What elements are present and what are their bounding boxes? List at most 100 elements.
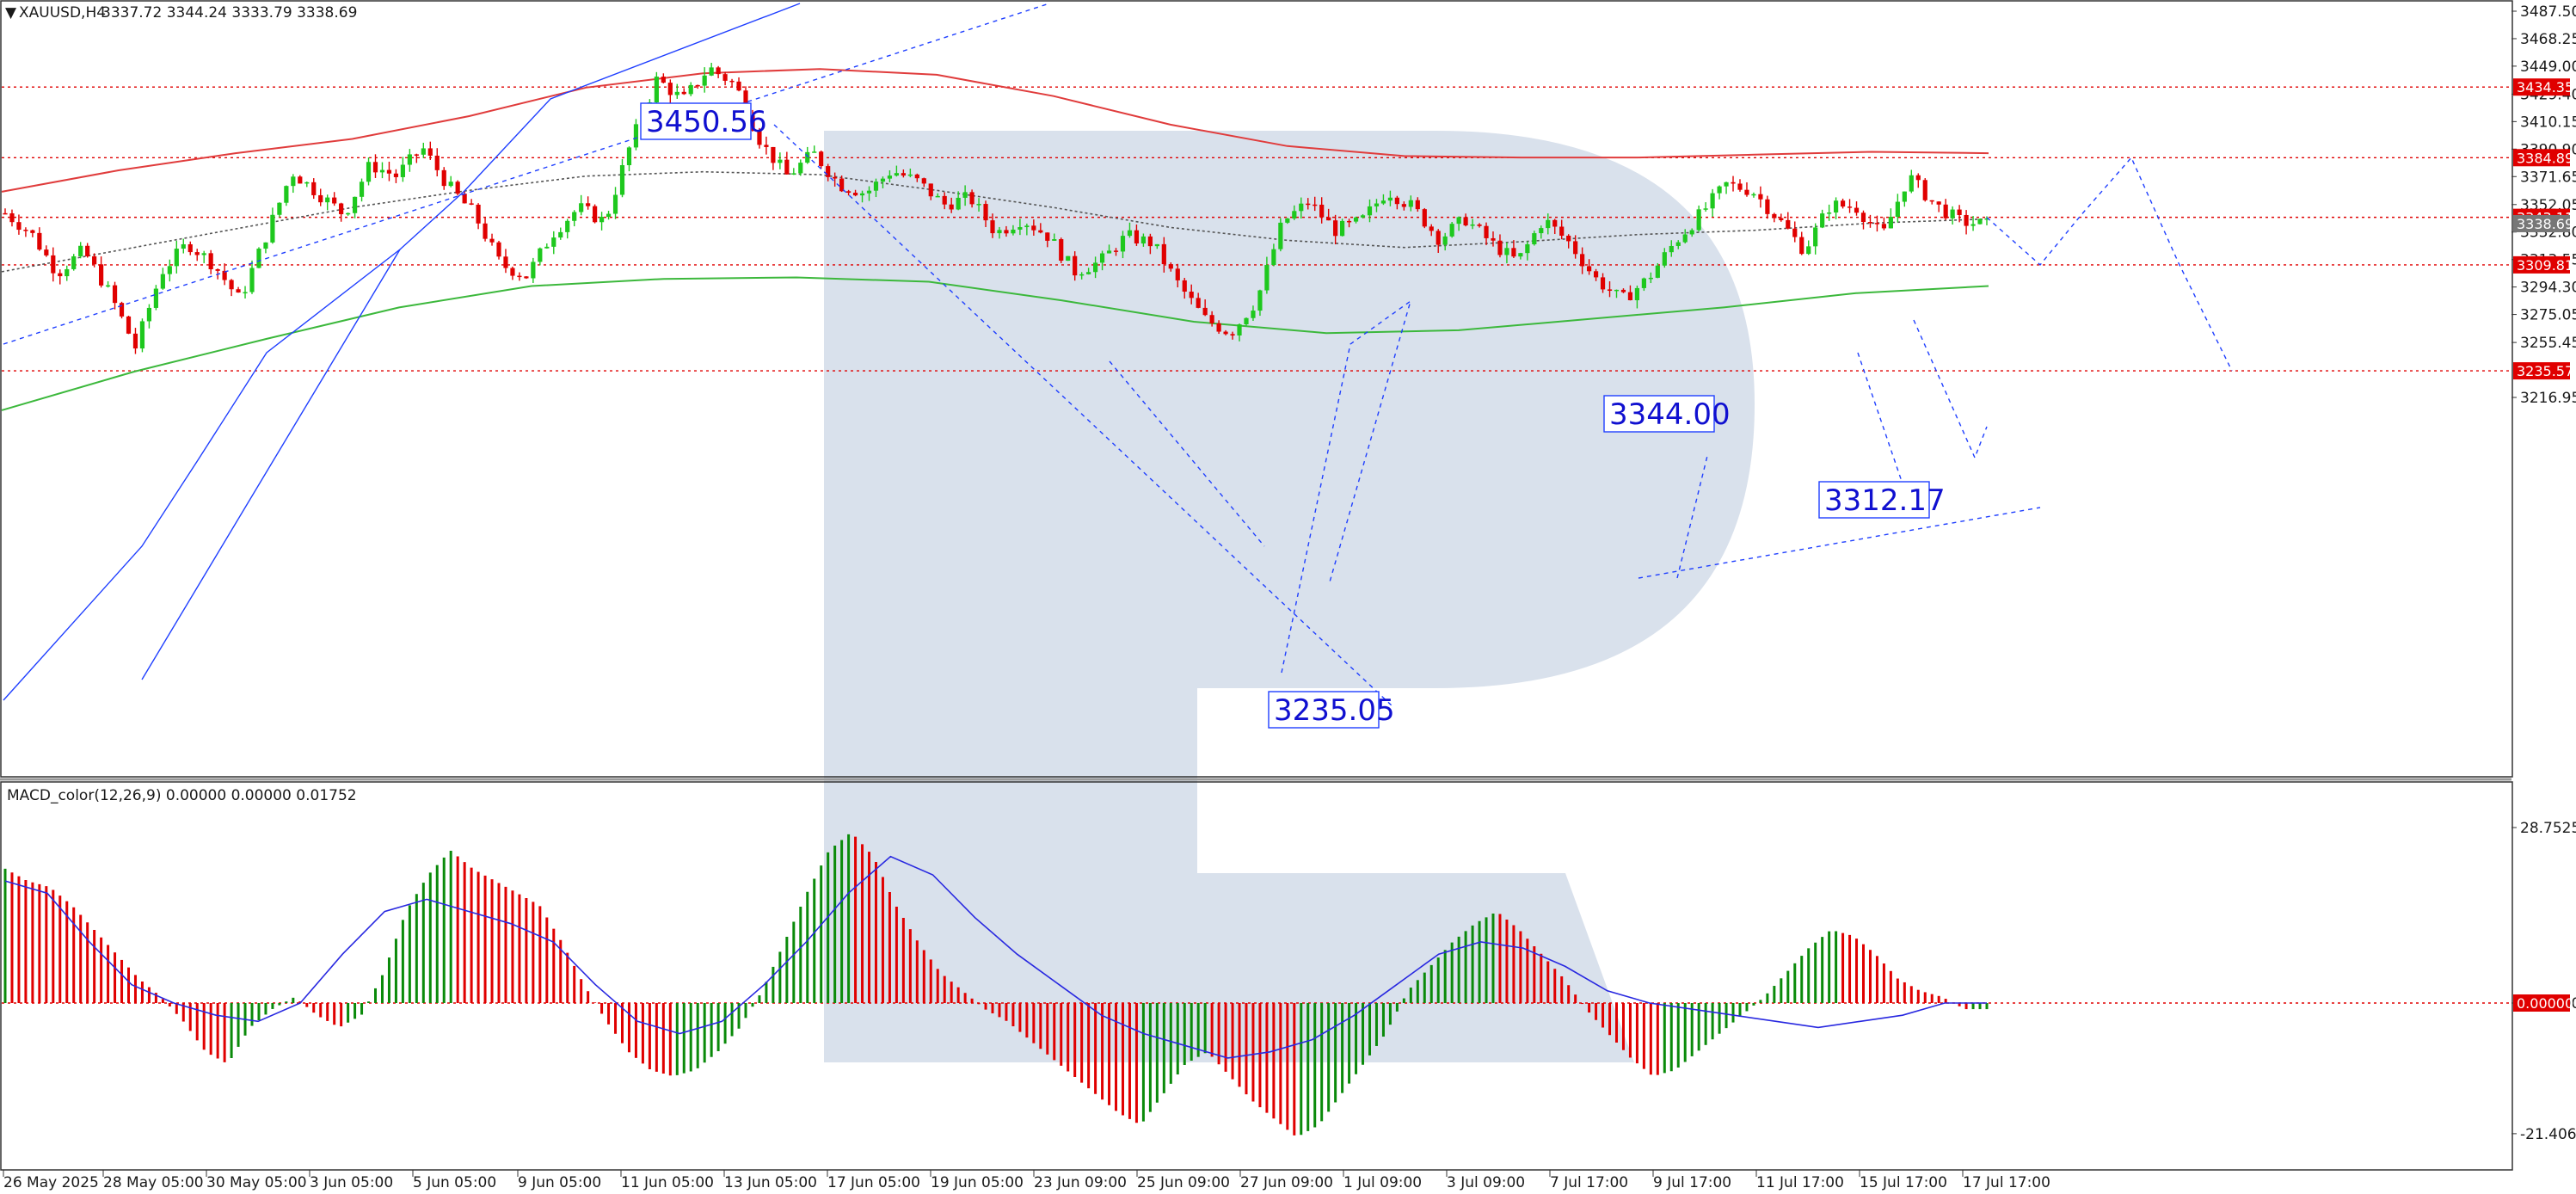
bull-candle	[1024, 225, 1030, 228]
bear-candle	[194, 252, 200, 255]
time-tick-label: 9 Jun 05:00	[518, 1174, 601, 1191]
bear-candle	[1943, 204, 1948, 218]
bear-candle	[1230, 334, 1235, 335]
bull-candle	[1408, 200, 1413, 207]
bear-candle	[208, 253, 213, 270]
level-badge	[2513, 78, 2570, 96]
bull-candle	[538, 248, 543, 262]
bull-candle	[448, 182, 453, 187]
bull-candle	[1710, 193, 1715, 209]
bear-candle	[1874, 223, 1880, 225]
bull-candle	[1696, 209, 1701, 231]
bear-candle	[990, 220, 995, 234]
bear-candle	[729, 80, 735, 83]
bull-candle	[1895, 201, 1900, 218]
bull-candle	[702, 75, 707, 86]
bear-candle	[1429, 226, 1434, 231]
bull-candle	[325, 197, 330, 203]
bear-candle	[1209, 315, 1214, 323]
bull-candle	[1251, 311, 1256, 318]
price-annotation-box	[1268, 691, 1380, 729]
bear-candle	[819, 151, 824, 167]
bull-candle	[277, 202, 282, 215]
bull-candle	[146, 307, 152, 322]
price-tick-label: 3487.50	[2520, 3, 2576, 21]
bear-candle	[852, 192, 858, 196]
bear-candle	[483, 223, 488, 239]
bull-candle	[997, 230, 1002, 234]
bull-candle	[1909, 175, 1914, 192]
bull-candle	[1827, 212, 1832, 214]
chart-header-toggle-icon[interactable]: ▼	[5, 4, 17, 22]
bear-candle	[1860, 212, 1866, 223]
time-tick-label: 5 Jun 05:00	[413, 1174, 496, 1191]
bull-candle	[599, 217, 605, 223]
bull-candle	[1546, 219, 1551, 229]
time-tick-label: 28 May 05:00	[103, 1174, 204, 1191]
bull-candle	[201, 253, 206, 255]
bear-candle	[1915, 175, 1921, 181]
bear-candle	[112, 285, 118, 304]
bear-candle	[1436, 231, 1441, 245]
forecast-lines	[3, 3, 2233, 708]
price-annotation-box	[640, 102, 752, 140]
level-badge-label: 3235.57	[2517, 363, 2573, 379]
bear-candle	[1840, 200, 1846, 207]
forecast-path	[1109, 360, 1265, 547]
bear-candle	[1786, 219, 1791, 229]
chart-symbol: XAUUSD,H4	[19, 4, 106, 22]
bull-candle	[1525, 243, 1530, 254]
bull-candle	[1011, 229, 1016, 234]
bear-candle	[1333, 220, 1338, 237]
bull-candle	[619, 165, 625, 195]
bear-candle	[1497, 240, 1503, 255]
bear-candle	[593, 206, 598, 223]
current-price-badge	[2513, 214, 2570, 232]
bear-candle	[318, 194, 323, 203]
time-tick-label: 1 Jul 09:00	[1343, 1174, 1422, 1191]
bull-candle	[1353, 217, 1359, 222]
level-badge	[2513, 255, 2570, 274]
bear-candle	[771, 146, 776, 163]
bear-candle	[229, 280, 234, 290]
time-axis: 26 May 2025 28 May 05:00 30 May 05:00 3 Jun…	[3, 1170, 2050, 1191]
chart-ohlc: 3337.72 3344.24 3333.79 3338.69	[101, 4, 357, 22]
bear-candle	[1799, 237, 1804, 255]
bull-candle	[935, 195, 940, 198]
bull-candle	[688, 84, 693, 95]
bull-candle	[1820, 213, 1825, 228]
moving-average-line	[1, 68, 1989, 193]
bull-candle	[291, 176, 296, 187]
bear-candle	[298, 176, 303, 184]
bear-candle	[517, 275, 522, 278]
bull-candle	[1387, 197, 1393, 201]
macd-panel-frame	[0, 781, 2513, 1171]
bull-candle	[1970, 224, 1976, 226]
bear-candle	[983, 204, 988, 221]
bull-candle	[1689, 230, 1694, 235]
bull-candle	[579, 203, 584, 212]
bear-candle	[503, 256, 508, 268]
bear-candle	[1867, 222, 1873, 224]
bull-candle	[263, 242, 268, 249]
bear-candle	[1147, 236, 1153, 247]
bull-candle	[1299, 203, 1304, 212]
bull-candle	[551, 237, 556, 247]
forecast-path	[1281, 299, 1412, 674]
bear-candle	[1134, 230, 1140, 244]
level-badge	[2513, 362, 2570, 380]
bull-candle	[633, 124, 639, 148]
bull-candle	[1532, 233, 1537, 244]
bull-candle	[352, 196, 358, 213]
bull-candle	[1257, 290, 1263, 311]
bear-candle	[1394, 197, 1399, 205]
bear-candle	[30, 230, 35, 233]
bull-candle	[256, 249, 261, 268]
current-price-badge-label: 3338.69	[2517, 216, 2573, 232]
macd-zero-badge	[2513, 994, 2570, 1012]
bull-candle	[1648, 277, 1653, 280]
bear-candle	[736, 81, 741, 91]
bear-candle	[132, 333, 138, 349]
bear-candle	[1737, 183, 1743, 190]
